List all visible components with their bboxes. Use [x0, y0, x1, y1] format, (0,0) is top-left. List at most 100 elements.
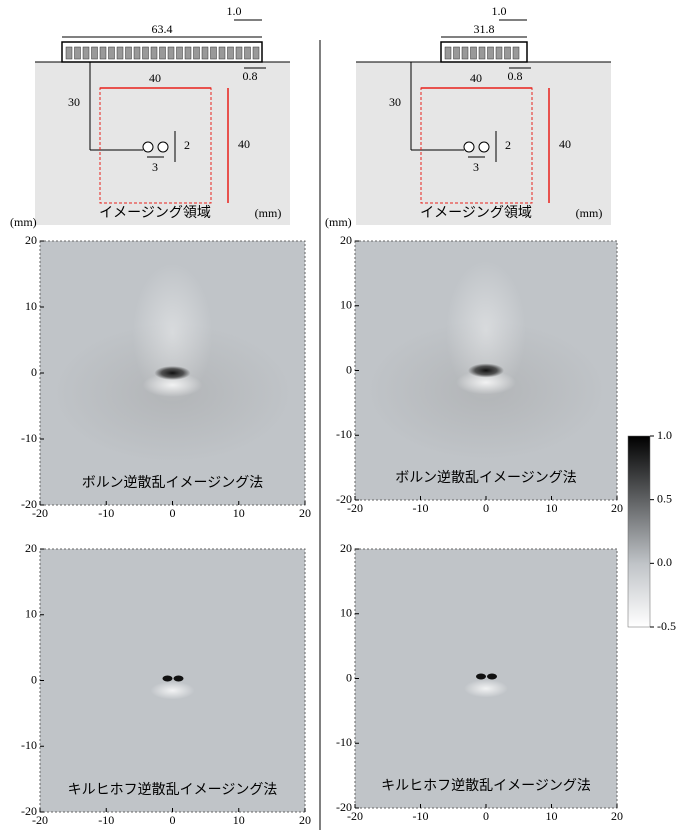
dim-label: 1.0	[227, 4, 242, 18]
y-tick-label: -10	[336, 427, 352, 441]
element	[445, 47, 451, 59]
element	[75, 47, 81, 59]
x-tick-label: 10	[546, 501, 558, 515]
element	[143, 47, 149, 59]
element	[151, 47, 157, 59]
element	[236, 47, 242, 59]
y-tick-label: 10	[25, 299, 37, 313]
reflector	[155, 366, 191, 380]
y-tick-label: 0	[346, 670, 352, 684]
dim-label: 0.8	[243, 69, 258, 83]
reflector	[468, 364, 504, 378]
x-tick-label: -20	[347, 809, 363, 823]
dim-label: 30	[68, 95, 80, 109]
image	[355, 549, 617, 808]
figure: 63.4 1.0 0.8 30 40 40 2 3 イメージング領域 (mm) 31.8 1.0 0.8…	[0, 0, 691, 830]
image	[40, 549, 305, 812]
region-width: 40	[470, 71, 482, 85]
halo	[464, 680, 508, 698]
x-tick-label: -10	[413, 809, 429, 823]
element	[177, 47, 183, 59]
scatterer	[143, 142, 153, 152]
element	[219, 47, 225, 59]
unit: (mm)	[255, 206, 282, 220]
x-tick-label: 10	[546, 809, 558, 823]
element	[117, 47, 123, 59]
dim-label: 31.8	[474, 22, 495, 36]
element	[513, 47, 519, 59]
y-tick-label: 20	[25, 541, 37, 555]
element	[66, 47, 72, 59]
element	[194, 47, 200, 59]
method-label: ボルン逆散乱イメージング法	[395, 470, 576, 486]
dim-label: 2	[505, 138, 511, 152]
y-tick-label: 10	[340, 298, 352, 312]
colorbar-tick-label: 0.5	[657, 491, 672, 505]
scatterer	[158, 142, 168, 152]
colorbar-tick-label: -0.5	[657, 619, 676, 633]
element	[228, 47, 234, 59]
method-label: キルヒホフ逆散乱イメージング法	[68, 782, 278, 798]
x-tick-label: 0	[483, 501, 489, 515]
element	[245, 47, 251, 59]
reflector	[476, 674, 486, 680]
reflector	[163, 676, 173, 682]
unit: (mm)	[576, 206, 603, 220]
halo	[151, 682, 195, 700]
element	[471, 47, 477, 59]
element	[109, 47, 115, 59]
x-tick-label: 0	[483, 809, 489, 823]
reflector	[487, 674, 497, 680]
region-height: 40	[559, 137, 571, 151]
element	[454, 47, 460, 59]
y-tick-label: -10	[336, 735, 352, 749]
x-tick-label: 20	[299, 506, 311, 520]
dim-label: 63.4	[152, 22, 173, 36]
dim-label: 0.8	[508, 69, 523, 83]
element	[83, 47, 89, 59]
x-tick-label: 10	[233, 506, 245, 520]
element	[505, 47, 511, 59]
y-tick-label: 20	[340, 541, 352, 555]
y-tick-label: 0	[31, 672, 37, 686]
y-tick-label: 10	[340, 606, 352, 620]
scatterer	[479, 142, 489, 152]
x-tick-label: -10	[98, 813, 114, 827]
element	[462, 47, 468, 59]
x-tick-label: 10	[233, 813, 245, 827]
element	[168, 47, 174, 59]
region-width: 40	[149, 71, 161, 85]
element	[92, 47, 98, 59]
element	[100, 47, 106, 59]
x-tick-label: 0	[170, 813, 176, 827]
unit: (mm)	[325, 215, 352, 229]
x-tick-label: -10	[413, 501, 429, 515]
method-label: キルヒホフ逆散乱イメージング法	[381, 778, 591, 794]
unit: (mm)	[10, 215, 37, 229]
y-tick-label: -10	[21, 738, 37, 752]
element	[253, 47, 259, 59]
colorbar-tick-label: 0.0	[657, 555, 672, 569]
x-tick-label: -20	[32, 506, 48, 520]
reflector	[174, 676, 184, 682]
colorbar	[628, 436, 650, 627]
y-tick-label: 20	[340, 233, 352, 247]
y-tick-label: 0	[31, 365, 37, 379]
x-tick-label: -10	[98, 506, 114, 520]
x-tick-label: -20	[347, 501, 363, 515]
x-tick-label: 0	[170, 506, 176, 520]
dim-label: 1.0	[492, 4, 507, 18]
y-tick-label: 20	[25, 233, 37, 247]
element	[202, 47, 208, 59]
dim-label: 2	[184, 138, 190, 152]
region-height: 40	[238, 137, 250, 151]
x-tick-label: -20	[32, 813, 48, 827]
region-label: イメージング領域	[420, 204, 532, 221]
element	[488, 47, 494, 59]
element	[185, 47, 191, 59]
x-tick-label: 20	[299, 813, 311, 827]
dim-label: 3	[473, 160, 479, 174]
colorbar-tick-label: 1.0	[657, 428, 672, 442]
method-label: ボルン逆散乱イメージング法	[82, 475, 263, 491]
y-tick-label: -10	[21, 431, 37, 445]
